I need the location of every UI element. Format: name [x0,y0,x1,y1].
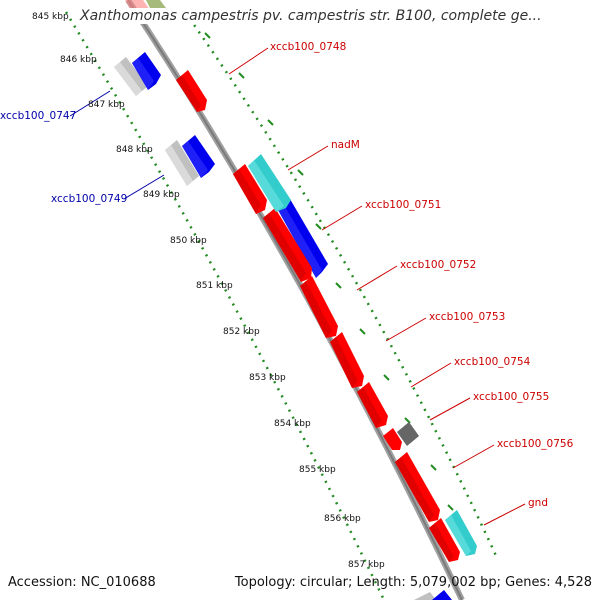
gene-label[interactable]: xccb100_0756 [497,438,574,450]
scale-label: 847 kbp [88,100,125,110]
scale-label: 846 kbp [60,55,97,65]
scale-label: 849 kbp [143,190,180,200]
scale-label: 848 kbp [116,145,153,155]
gene-0752 [263,208,312,282]
gene-small-red [383,428,402,450]
gene-0755 [357,382,388,428]
gene-bottom-edge [414,590,452,600]
scale-label: 850 kbp [170,236,207,246]
gene-label[interactable]: gnd [528,497,548,509]
gene-label[interactable]: xccb100_0752 [400,259,476,271]
gene-label[interactable]: xccb100_0755 [473,391,549,403]
map-title: Xanthomonas campestris pv. campestris st… [78,8,544,24]
scale-label: 857 kbp [348,560,385,570]
scale-label: 852 kbp [223,327,260,337]
gene-label[interactable]: nadM [331,139,360,151]
scale-label: 853 kbp [249,373,286,383]
scale-label: 851 kbp [196,281,233,291]
gene-label[interactable]: xccb100_0749 [51,193,127,205]
gene-cyan-2 [445,510,477,556]
leader-lines [69,47,526,526]
gene-0749 [182,135,215,178]
scale-label: 845 kbp [32,12,69,22]
gene-label[interactable]: xccb100_0748 [270,41,346,53]
gene-nadM [233,164,267,214]
gene-0747 [132,52,161,90]
summary-text: Topology: circular; Length: 5,079,002 bp… [234,575,592,590]
scale-label: 855 kbp [299,465,336,475]
tick-marks [204,32,454,511]
gene-cyan-1 [248,154,291,212]
gene-label[interactable]: xccb100_0754 [454,356,531,368]
gene-0754 [330,332,364,388]
gene-gray-0748a [165,140,199,186]
backbone [125,0,465,600]
gene-gray-0746 [114,57,148,96]
scale-label: 854 kbp [274,419,311,429]
gene-gnd [429,518,460,562]
gene-darkgray [397,422,419,446]
gene-label[interactable]: xccb100_0747 [0,110,76,122]
gene-0756 [395,452,440,522]
scale-labels: 845 kbp 846 kbp 847 kbp 848 kbp 849 kbp … [32,12,385,570]
gene-0751-blue [278,199,328,278]
gene-0753 [300,276,338,338]
accession-text: Accession: NC_010688 [8,575,156,590]
gene-label[interactable]: xccb100_0753 [429,311,505,323]
gene-0748 [176,70,207,112]
gene-labels: xccb100_0748 nadM xccb100_0751 xccb100_0… [0,41,574,509]
gene-label[interactable]: xccb100_0751 [365,199,441,211]
scale-label: 856 kbp [324,514,361,524]
